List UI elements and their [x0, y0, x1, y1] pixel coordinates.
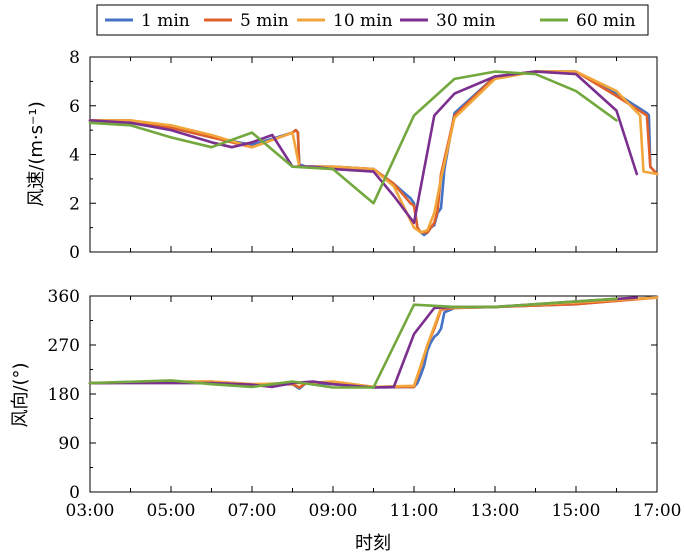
- wind-speed-series-10min: [88, 70, 659, 234]
- wind-speed-series-1min: [88, 70, 659, 237]
- wind-direction-series-5min: [88, 296, 659, 389]
- legend-label-10min: 10 min: [333, 11, 393, 31]
- wind-direction-y-tick-label: 90: [58, 434, 80, 454]
- legend-label-5min: 5 min: [240, 11, 289, 31]
- wind-speed-plot-frame: [89, 56, 658, 253]
- wind-direction-series-60min: [88, 297, 618, 389]
- wind-direction-y-tick-label: 180: [48, 385, 80, 405]
- wind-speed-y-tick-label: 6: [69, 97, 80, 117]
- wind-speed-series-60min: [88, 70, 618, 205]
- wind-speed-y-tick-label: 4: [69, 146, 80, 166]
- wind-direction-x-tick-label: 09:00: [309, 501, 358, 521]
- wind-speed-y-tick-label: 0: [69, 243, 80, 263]
- wind-direction-panel: 风向/(°) 0 90 180 270 360 03:00 05:00 07:00 09:00 1…: [10, 287, 682, 521]
- wind-speed-series-5min: [88, 70, 659, 234]
- wind-direction-y-tick-label: 270: [48, 336, 80, 356]
- wind-direction-series-30min: [88, 296, 639, 389]
- legend: 1 min 5 min 10 min 30 min 60 min: [96, 4, 649, 36]
- wind-direction-y-tick-label: 0: [69, 483, 80, 503]
- wind-speed-y-tick-label: 8: [69, 48, 80, 68]
- wind-direction-x-tick-label: 07:00: [228, 501, 277, 521]
- wind-direction-series-10min: [88, 296, 659, 389]
- wind-speed-series-30min: [88, 70, 639, 225]
- wind-direction-x-tick-label: 05:00: [147, 501, 196, 521]
- wind-direction-plot-frame: [89, 295, 658, 493]
- wind-speed-y-tick-label: 2: [69, 194, 80, 214]
- wind-direction-series-1min: [88, 295, 659, 390]
- wind-direction-x-tick-label: 13:00: [471, 501, 520, 521]
- legend-label-30min: 30 min: [436, 11, 496, 31]
- wind-speed-panel: 风速/(m·s⁻¹) 0 2 4 6 8: [26, 48, 659, 263]
- wind-direction-x-tick-label: 11:00: [390, 501, 439, 521]
- time-xlabel: 时刻: [355, 533, 391, 554]
- legend-label-60min: 60 min: [576, 11, 636, 31]
- wind-direction-x-tick-label: 15:00: [552, 501, 601, 521]
- wind-speed-ylabel: 风速/(m·s⁻¹): [26, 101, 47, 206]
- wind-direction-ylabel: 风向/(°): [10, 362, 31, 427]
- wind-direction-x-tick-label: 03:00: [66, 501, 115, 521]
- legend-label-1min: 1 min: [141, 11, 190, 31]
- wind-direction-y-tick-label: 360: [48, 287, 80, 307]
- wind-direction-x-tick-label: 17:00: [633, 501, 682, 521]
